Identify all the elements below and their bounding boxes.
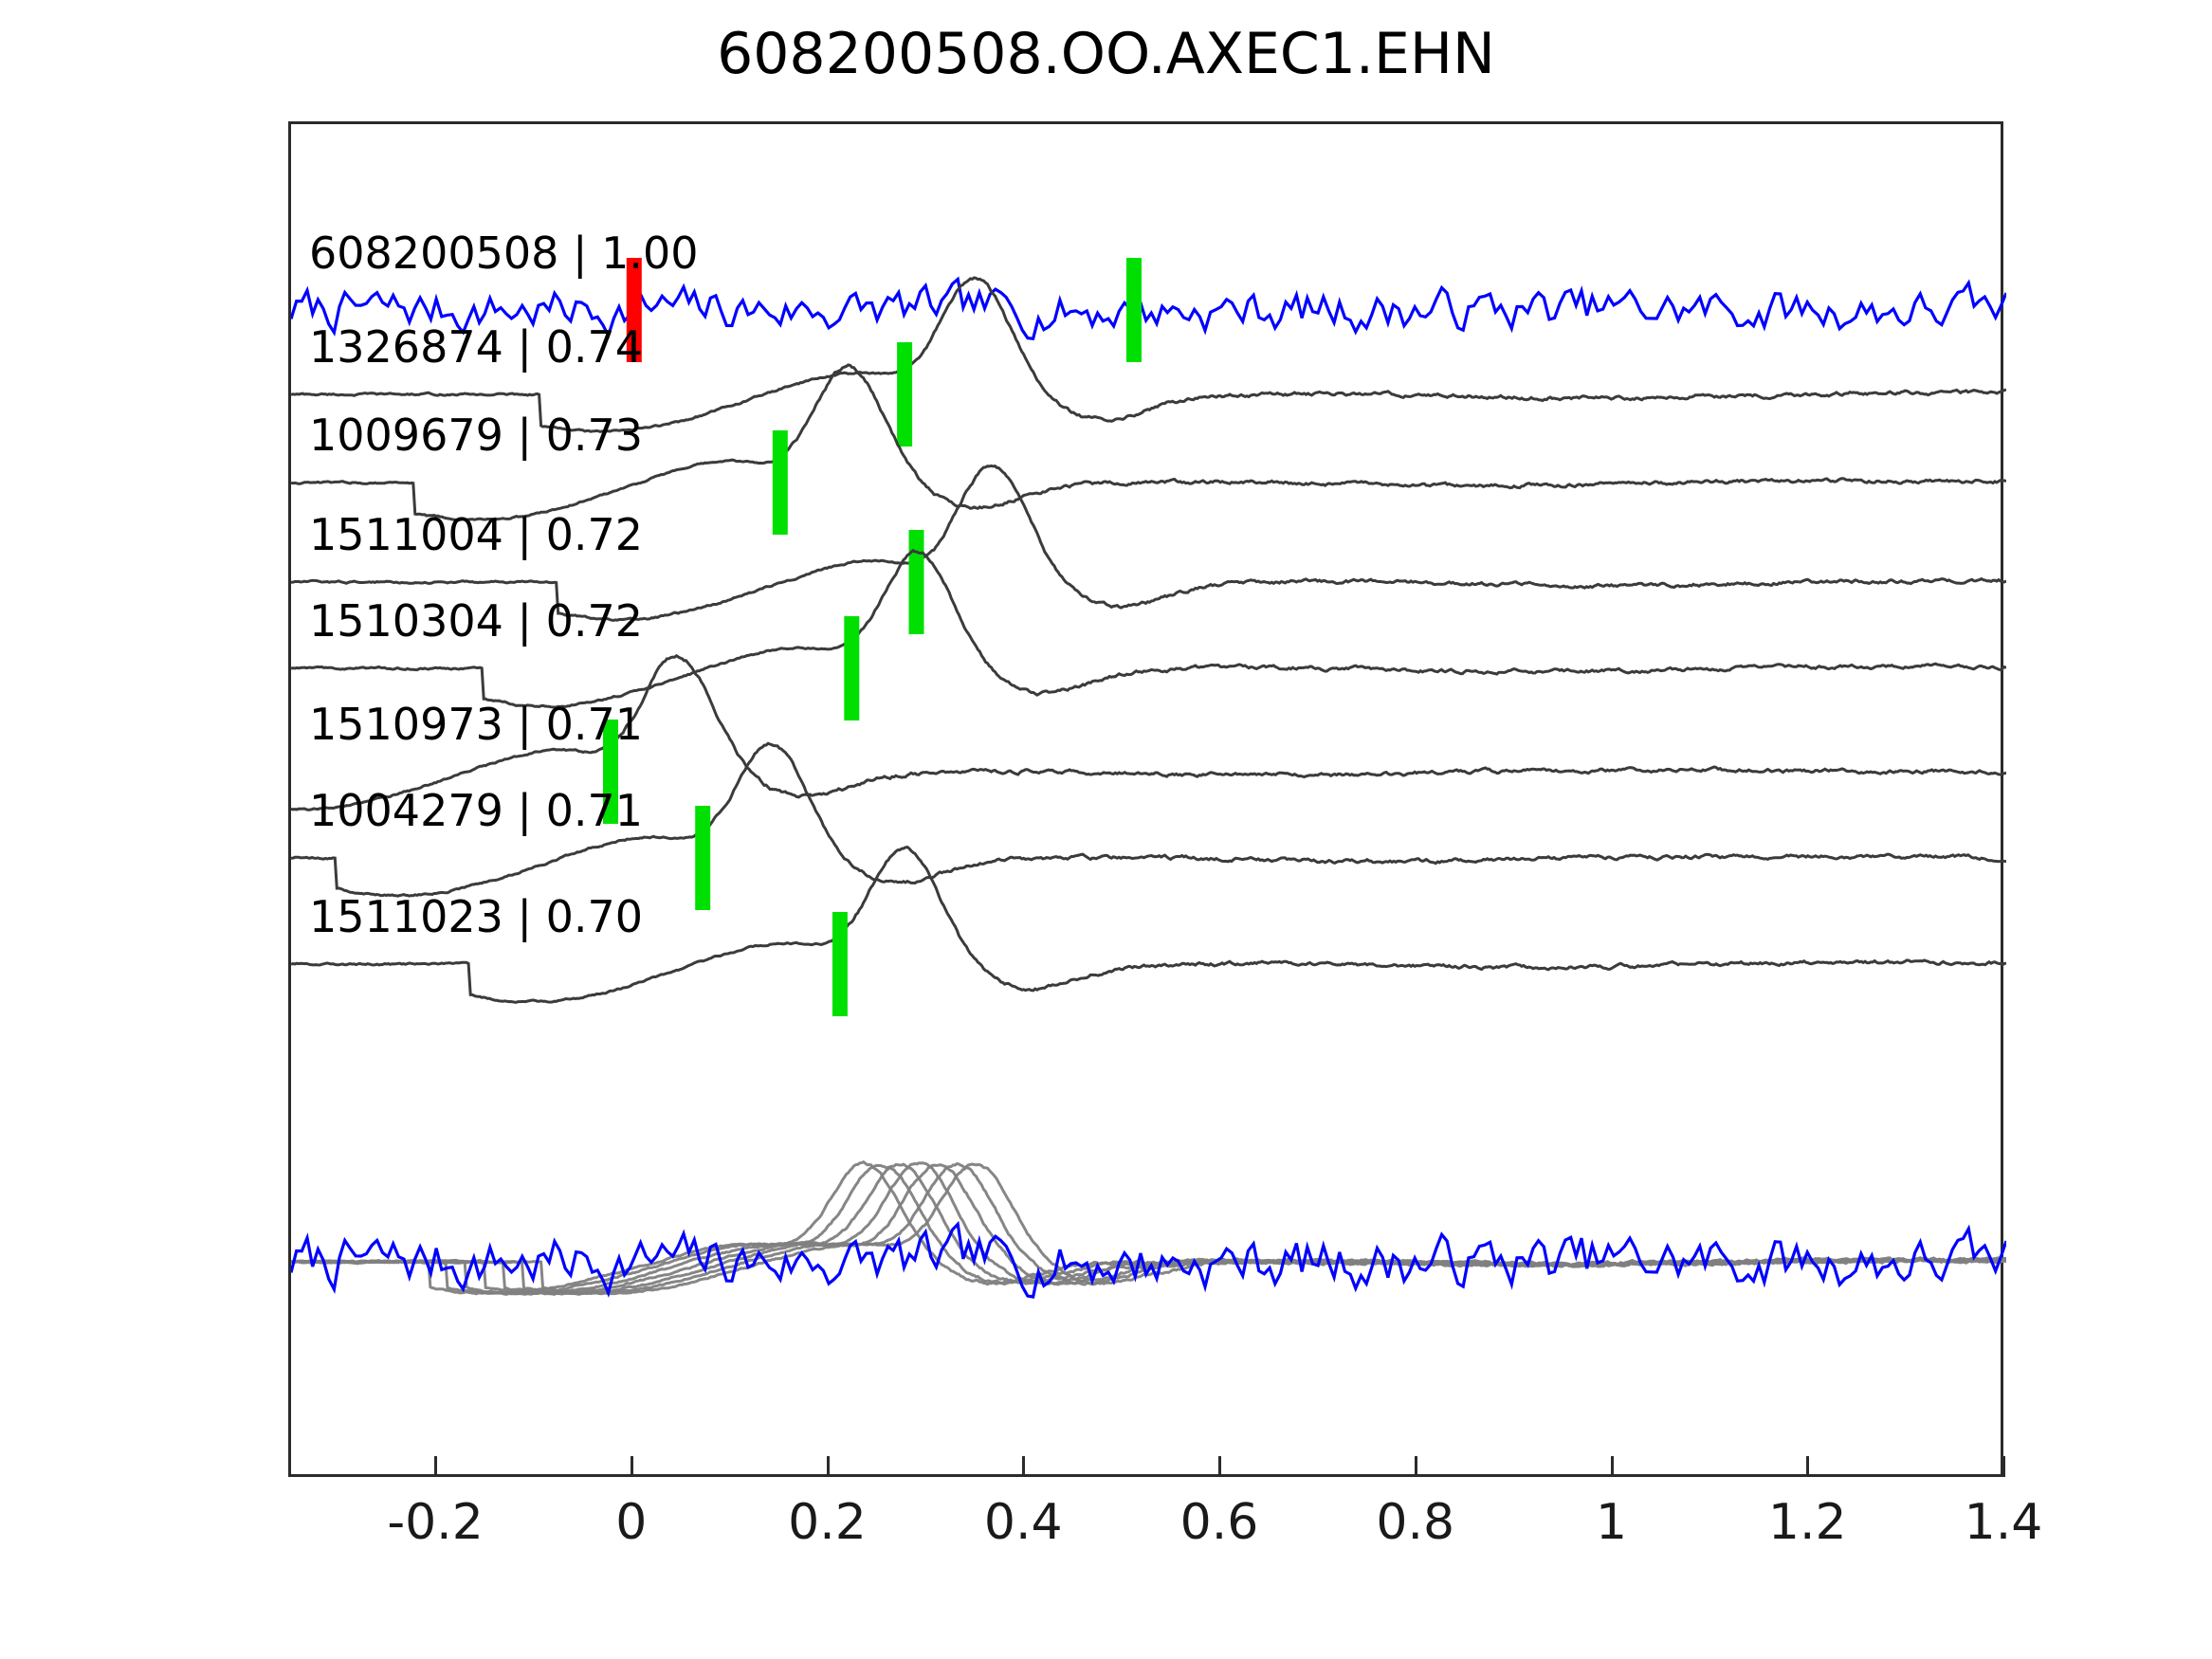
x-tick-mark <box>434 1456 438 1477</box>
x-tick-label: 1 <box>1595 1494 1628 1551</box>
x-tick-label: 1.2 <box>1767 1494 1847 1551</box>
trace-line-608200508 <box>291 276 2006 341</box>
pick-marker-1009679 <box>772 430 788 535</box>
x-tick-mark <box>1218 1456 1222 1477</box>
x-tick-label: 1.4 <box>1964 1494 2043 1551</box>
pick-marker-1510304 <box>844 616 860 720</box>
page-title: 608200508.OO.AXEC1.EHN <box>717 21 1495 87</box>
trace-label-1510973: 1510973 | 0.71 <box>309 699 644 750</box>
trace-line-1510304 <box>291 548 2006 709</box>
trace-line-1326874 <box>291 276 2006 433</box>
trace-label-1004279: 1004279 | 0.71 <box>309 785 644 836</box>
trace-label-608200508: 608200508 | 1.00 <box>309 228 699 279</box>
pick-marker-1511023 <box>832 912 848 1016</box>
trace-label-1009679: 1009679 | 0.73 <box>309 410 644 461</box>
plot-frame <box>288 121 2006 1477</box>
trace-line-1510973 <box>291 653 2006 811</box>
pick-marker-1004279 <box>695 806 711 910</box>
x-tick-mark <box>1610 1456 1614 1477</box>
overlay-template-trace <box>291 1162 2006 1296</box>
trace-line-1009679 <box>291 363 2006 522</box>
trace-line-1004279 <box>291 741 2006 898</box>
x-tick-label: 0.2 <box>788 1494 867 1551</box>
pick-marker-1326874 <box>897 342 913 447</box>
overlay-target-trace <box>291 1220 2006 1299</box>
trace-line-1511004 <box>291 464 2006 622</box>
waveform-canvas <box>291 258 2006 1299</box>
x-tick-label: 0.8 <box>1376 1494 1455 1551</box>
x-tick-label: -0.2 <box>387 1494 484 1551</box>
x-tick-label: 0.6 <box>1179 1494 1259 1551</box>
pick-marker-1511004 <box>908 530 924 634</box>
trace-label-1511004: 1511004 | 0.72 <box>309 509 644 560</box>
trace-line-1511023 <box>291 846 2006 1004</box>
x-tick-label: 0 <box>615 1494 648 1551</box>
trace-label-1510304: 1510304 | 0.72 <box>309 595 644 647</box>
x-tick-mark <box>1414 1456 1417 1477</box>
origin-marker-608200508 <box>626 258 642 362</box>
x-tick-mark <box>1022 1456 1026 1477</box>
trace-label-1511023: 1511023 | 0.70 <box>309 891 644 942</box>
x-tick-mark <box>1806 1456 1810 1477</box>
pick-marker-1510973 <box>603 720 618 824</box>
x-tick-mark <box>2002 1456 2005 1477</box>
x-tick-mark <box>826 1456 830 1477</box>
pick-marker-608200508 <box>1126 258 1142 362</box>
x-tick-mark <box>630 1456 633 1477</box>
trace-label-1326874: 1326874 | 0.74 <box>309 321 644 373</box>
x-tick-label: 0.4 <box>983 1494 1063 1551</box>
